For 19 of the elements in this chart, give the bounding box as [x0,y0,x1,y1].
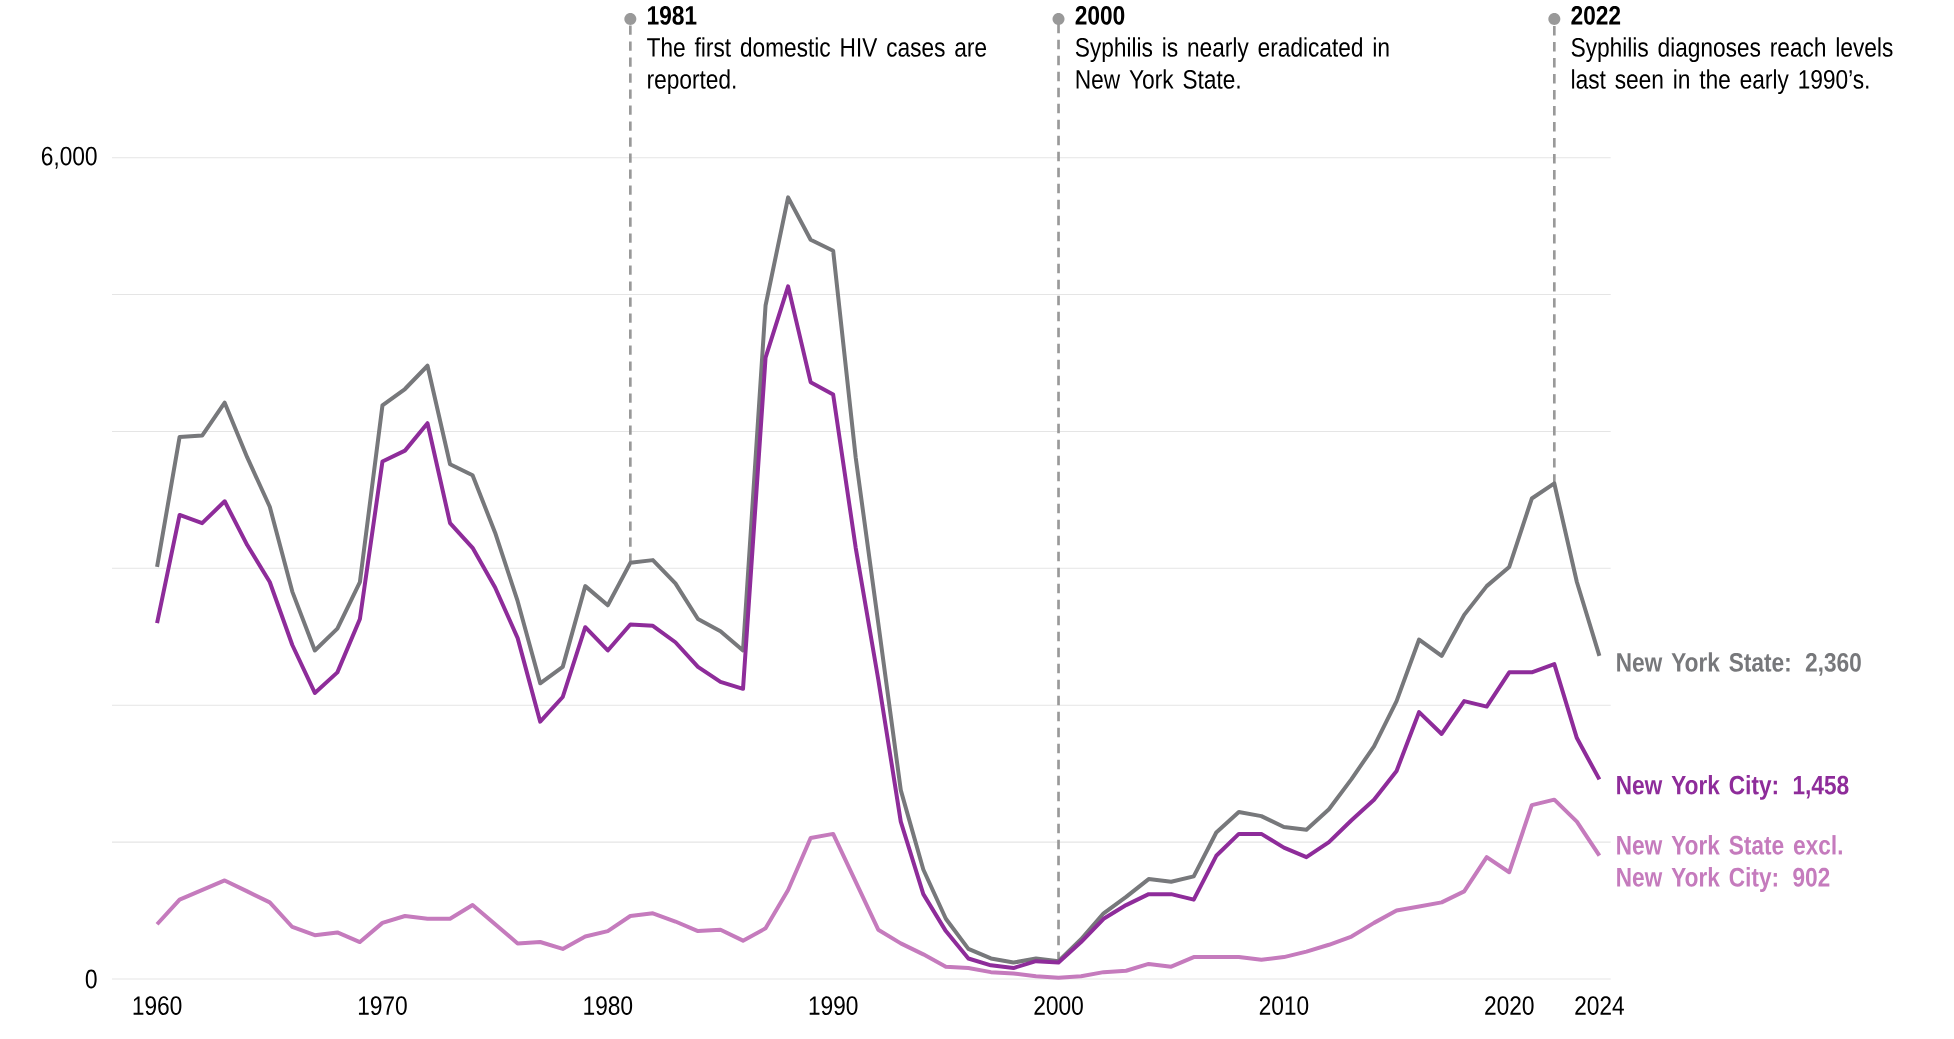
x-tick-label: 2024 [1575,996,1624,1016]
y-tick-label: 6,000 [41,146,97,169]
ref-line-label: 2000 [1075,5,1125,25]
series-label: New York City: 1,458 [1617,774,1849,800]
x-tick-label: 2010 [1259,996,1309,1016]
text: Syphilis is nearly eradicated in New York State. [1075,37,1389,89]
ref-line-label: 1981 [648,5,697,25]
x-tick-label: 2000 [1034,996,1083,1016]
y-tick-label: 0 [85,969,97,989]
x-tick-label: 2020 [1485,996,1534,1016]
text: The first domestic HIV cases are reported. [647,37,987,95]
x-tick-label: 1970 [358,996,407,1016]
series-label: New York State excl. New York City: 902 [1617,835,1842,892]
series-label: New York State: 2,360 [1617,652,1861,676]
x-tick-label: 1960 [133,996,182,1016]
x-tick-label: 1980 [584,996,633,1016]
ref-line-label: 2022 [1571,5,1621,25]
text: Syphilis diagnoses reach levels last seen in the early 1990’s. [1571,37,1893,95]
x-tick-label: 1990 [809,996,858,1016]
